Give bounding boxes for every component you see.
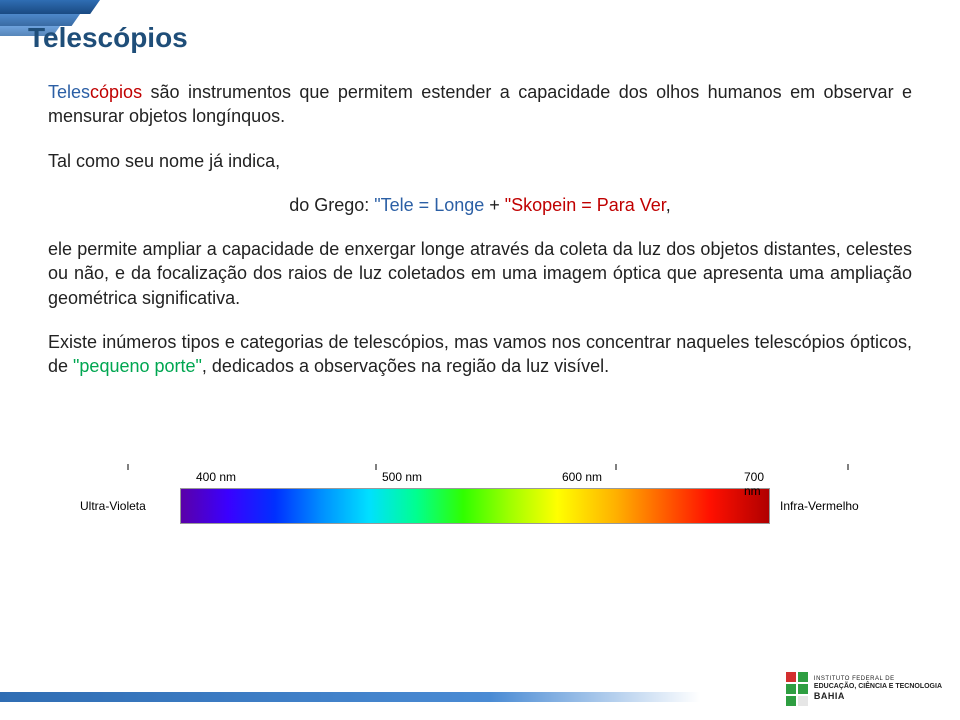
etymology-prefix: Tal como seu nome já indica,	[48, 151, 280, 171]
intro-paragraph: Telescópios são instrumentos que permite…	[48, 80, 912, 129]
keyword-part-red: cópios	[90, 82, 142, 102]
logo-squares-icon	[786, 672, 808, 706]
etymology-line2: do Grego: "Tele = Longe + "Skopein = Par…	[48, 193, 912, 217]
etymology-comma: ,	[666, 195, 671, 215]
spectrum-tick-label: 500 nm	[382, 470, 422, 484]
scope-green-phrase: "pequeno porte"	[73, 356, 202, 376]
skopein-phrase: "Skopein = Para Ver	[505, 195, 666, 215]
spectrum-tick-mark	[616, 464, 617, 470]
description-paragraph: ele permite ampliar a capacidade de enxe…	[48, 237, 912, 310]
institute-logo: INSTITUTO FEDERAL DE EDUCAÇÃO, CIÊNCIA E…	[786, 672, 942, 706]
spectrum-tick-mark	[128, 464, 129, 470]
spectrum-tick-label: 700 nm	[744, 470, 768, 498]
spectrum-tick-mark	[376, 464, 377, 470]
etymology-line1: Tal como seu nome já indica,	[48, 149, 912, 173]
spectrum-tick-mark	[848, 464, 849, 470]
logo-text: INSTITUTO FEDERAL DE EDUCAÇÃO, CIÊNCIA E…	[814, 676, 942, 701]
spectrum-tick-label: 400 nm	[196, 470, 236, 484]
keyword-telescopios: Telescópios	[48, 82, 151, 102]
logo-line2: EDUCAÇÃO, CIÊNCIA E TECNOLOGIA	[814, 683, 942, 691]
scope-text-b: , dedicados a observações na região da l…	[202, 356, 609, 376]
spectrum-label-ir: Infra-Vermelho	[780, 499, 880, 513]
scope-paragraph: Existe inúmeros tipos e categorias de te…	[48, 330, 912, 379]
spectrum-tick-row: 400 nm500 nm600 nm700 nm	[180, 470, 780, 488]
intro-text: são instrumentos que permitem estender a…	[48, 82, 912, 126]
spectrum-tick-label: 600 nm	[562, 470, 602, 484]
grego-label: do Grego:	[289, 195, 374, 215]
slide-body: Telescópios são instrumentos que permite…	[48, 80, 912, 399]
slide-bottom-accent	[0, 692, 700, 702]
logo-line3: BAHIA	[814, 691, 942, 701]
spectrum-gradient-bar	[180, 488, 770, 524]
visible-spectrum-figure: 400 nm 500 nm 600 nm 700 nm Ultra-Violeta I…	[80, 470, 880, 524]
spectrum-label-uv: Ultra-Violeta	[80, 499, 170, 513]
plus-sign: +	[484, 195, 505, 215]
tele-phrase: "Tele = Longe	[374, 195, 484, 215]
slide-title: Telescópios	[28, 22, 188, 54]
keyword-part-blue: Teles	[48, 82, 90, 102]
